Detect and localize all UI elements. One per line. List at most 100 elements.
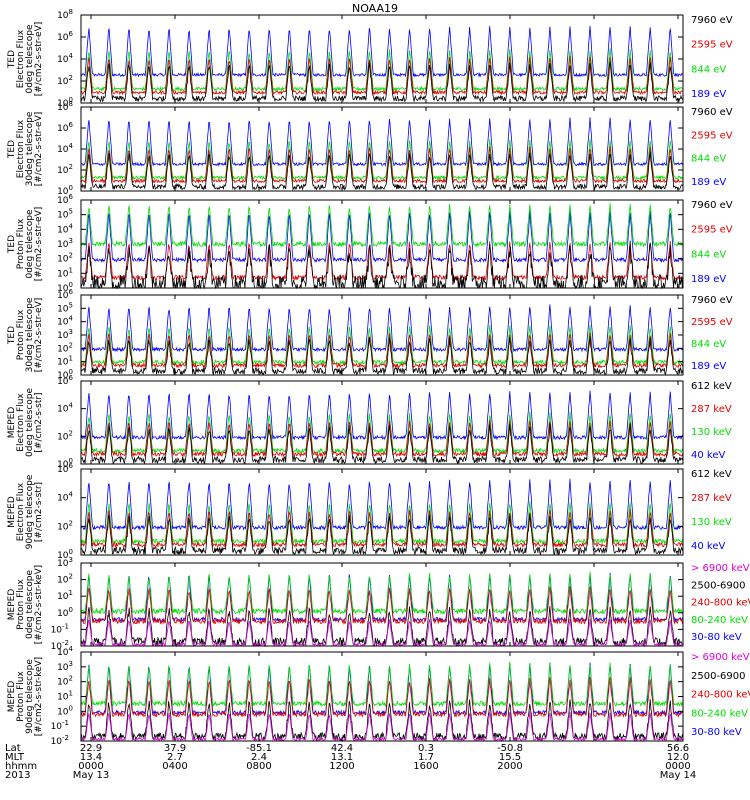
legend-entry: 30-80 keV [691,632,742,643]
y-tick-label: 104 [57,52,73,65]
y-axis-label-line: Proton Flux [16,218,26,269]
y-axis-label-line: 30deg telescope [25,111,35,186]
y-axis-label-line: TED [7,140,17,159]
legend-entry: 189 eV [691,361,726,372]
series-trace-2595-ev [80,146,684,184]
legend-entry: 30-80 keV [691,727,742,738]
y-axis-label-line: 0deg telescope [25,24,35,94]
y-tick-label: 105 [57,301,73,314]
y-axis-label-line: 0deg telescope [25,209,35,279]
footer-value: 13.4 [80,752,102,763]
footer-value: -85.1 [246,743,272,754]
y-axis-label-line: TED [7,50,17,69]
y-axis-label-line: [#/cm2-s-str-eV] [34,22,44,97]
footer-value: 0000 [78,761,103,772]
y-axis-label-line: [#/cm2-s-str-eV] [34,112,44,187]
series-trace-189-ev [80,117,684,167]
y-tick-label: 101 [57,266,73,279]
legend-entry: 40 keV [691,450,725,461]
y-tick-label: 102 [57,675,73,688]
y-axis-label-line: 90deg telescope [25,659,35,734]
legend-entry: 844 eV [691,154,726,165]
legend-entry: 2595 eV [691,40,733,51]
legend-entry: 2595 eV [691,317,733,328]
footer-start-date: May 13 [73,770,110,781]
legend-entry: 80-240 keV [691,615,748,626]
legend-entry: 612 keV [691,381,732,392]
panel-frame [80,562,684,647]
series-trace-7960-ev [80,61,684,103]
footer-value: 0400 [162,761,187,772]
y-axis-label-line: 90deg telescope [25,474,35,549]
legend-entry: 40 keV [691,541,725,552]
footer-value: 2000 [497,761,522,772]
y-tick-label: 102 [57,519,73,532]
y-axis-label-line: [#/cm2-s-str-keV] [34,565,44,644]
y-tick-label: 102 [57,163,73,176]
y-axis-label-line: [#/cm2-s-str] [34,392,44,452]
y-tick-label: 103 [57,237,73,250]
series-trace-612-kev [80,423,684,465]
y-tick-label: 101 [57,690,73,703]
legend-entry: 2595 eV [691,225,733,236]
legend-entry: 287 keV [691,404,732,415]
footer-value: 1600 [413,761,438,772]
series-trace-844-ev [80,48,684,93]
legend-entry: 189 eV [691,89,726,100]
panel-frame [80,468,684,556]
series-trace-7960-ev [80,336,684,376]
y-tick-label: 105 [57,208,73,221]
y-tick-label: 108 [57,8,73,21]
y-axis-label-line: [#/cm2-s-str-eV] [34,207,44,282]
y-axis-label-line: Electron Flux [16,393,26,452]
footer-value: 2.4 [251,752,267,763]
footer-value: 42.4 [331,743,353,754]
legend-entry: 189 eV [691,274,726,285]
footer-value: 1200 [329,761,354,772]
footer-value: 0000 [665,761,690,772]
y-axis-label-line: Electron Flux [16,29,26,88]
series-trace-189-ev [80,25,684,78]
legend-entry: > 6900 keV [691,652,750,663]
series-trace-189-ev [80,210,684,264]
y-tick-label: 103 [57,660,73,673]
legend-entry: 2595 eV [691,130,733,141]
legend-entry: 80-240 keV [691,708,748,719]
y-axis-label-line: MEPED [7,496,17,528]
series-trace-80-240-kev [80,571,684,615]
y-tick-label: 101 [57,589,73,602]
y-tick-label: 102 [57,341,73,354]
legend-entry: 844 eV [691,64,726,75]
footer-row-label: MLT [5,752,25,763]
y-axis-label-line: Proton Flux [16,579,26,630]
series-trace-40-kev [80,478,684,531]
footer-value: 2.7 [167,752,183,763]
series-trace-844-ev [80,138,684,181]
series-trace--6900-kev [80,711,684,742]
y-axis-label-line: Electron Flux [16,119,26,178]
y-axis-label-line: TED [7,235,17,254]
y-axis-label-line: MEPED [7,589,17,621]
series-trace-130-kev [80,411,684,455]
chart-title: NOAA19 [352,2,398,15]
footer-end-date: May 14 [660,770,697,781]
y-tick-label: 102 [57,74,73,87]
y-tick-label: 106 [57,121,73,134]
y-tick-label: 10-1 [51,622,69,635]
y-tick-label: 104 [57,142,73,155]
series-trace-2595-ev [80,332,684,369]
footer-value: 0800 [246,761,271,772]
y-tick-label: 106 [57,30,73,43]
footer-value: 13.1 [331,752,353,763]
legend-entry: 2500-6900 [691,580,746,591]
y-axis-label-line: [#/cm2-s-str-keV] [34,657,44,736]
footer-value: 0.3 [418,743,434,754]
footer-value: 56.6 [667,743,689,754]
